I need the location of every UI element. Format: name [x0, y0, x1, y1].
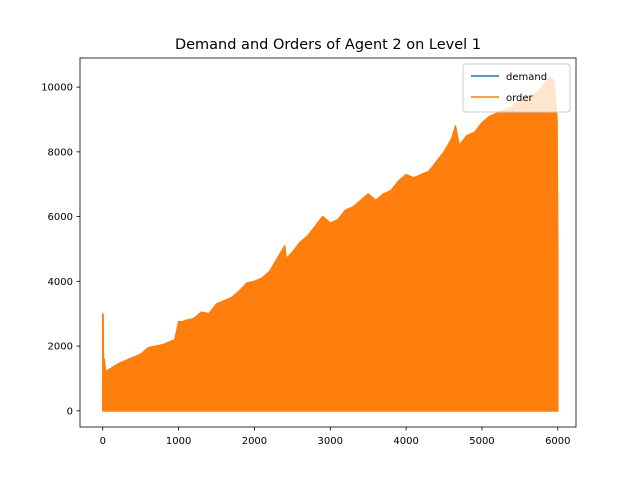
legend-label-order: order	[506, 93, 534, 104]
chart-title: Demand and Orders of Agent 2 on Level 1	[175, 37, 481, 53]
legend-label-demand: demand	[506, 72, 547, 83]
y-tick-label: 10000	[41, 83, 73, 94]
x-tick-label: 2000	[242, 436, 267, 447]
x-tick-label: 1000	[166, 436, 191, 447]
series-order-area	[102, 76, 559, 412]
y-tick-label: 6000	[48, 212, 73, 223]
y-tick-label: 0	[67, 406, 73, 417]
x-tick-label: 3000	[318, 436, 343, 447]
y-tick-label: 8000	[48, 147, 73, 158]
x-tick-label: 0	[100, 436, 106, 447]
axes-frame	[79, 57, 577, 428]
y-tick-label: 4000	[48, 277, 73, 288]
axes: 0 1000 2000 3000 4000 5000 6000 0 2000 4000 6000 80…	[41, 57, 577, 447]
x-tick-label: 6000	[545, 436, 570, 447]
series-group	[102, 76, 559, 412]
plot-area	[102, 76, 559, 412]
x-tick-label: 4000	[393, 436, 418, 447]
y-tick-label: 2000	[48, 342, 73, 353]
x-tick-label: 5000	[469, 436, 494, 447]
legend: demand order	[462, 63, 571, 113]
